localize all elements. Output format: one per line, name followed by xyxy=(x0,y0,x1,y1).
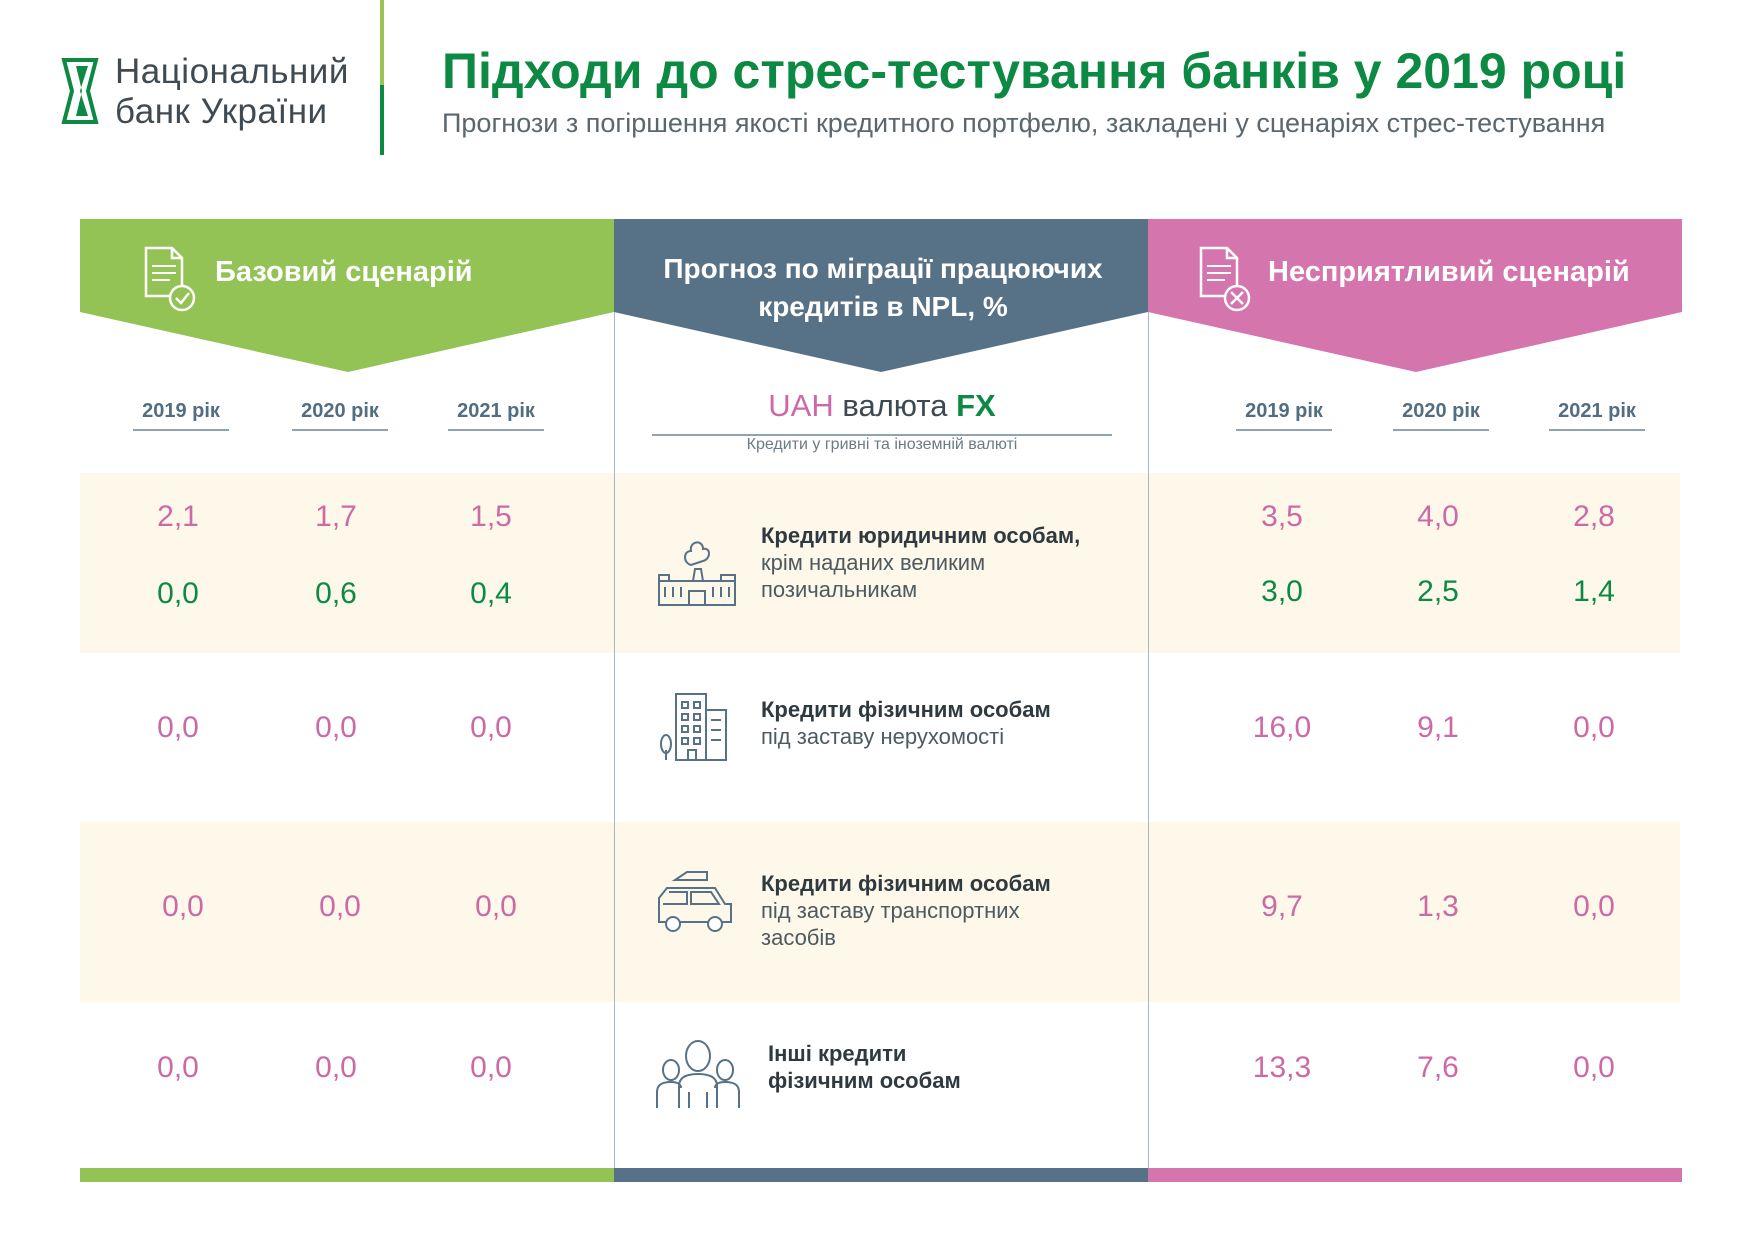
nbu-logo-icon xyxy=(61,58,99,124)
adverse-scenario-label: Несприятливий сценарій xyxy=(1268,256,1630,288)
base-bottom-bar xyxy=(80,1168,614,1182)
center-banner xyxy=(614,219,1148,372)
base-fx-2021-corporate: 0,4 xyxy=(470,577,512,610)
legend-currency-word: валюта xyxy=(842,388,948,423)
column-separator-right xyxy=(1148,312,1149,1168)
adverse-fx-2019-corporate: 3,0 xyxy=(1261,575,1303,608)
legend-fx: FX xyxy=(956,388,996,423)
document-check-icon xyxy=(144,246,196,312)
adverse-uah-2019-other: 13,3 xyxy=(1252,1051,1312,1084)
base-year-2021: 2021 рік xyxy=(448,400,544,431)
base-uah-2019-corporate: 2,1 xyxy=(157,500,199,533)
row-label-bold: Інші кредити фізичним особам xyxy=(768,1041,961,1093)
apartment-building-icon xyxy=(660,693,727,761)
factory-icon xyxy=(658,541,736,606)
base-uah-2021-mortgage: 0,0 xyxy=(470,711,512,744)
document-cross-icon xyxy=(1199,246,1251,312)
adverse-fx-2020-corporate: 2,5 xyxy=(1417,575,1459,608)
car-icon xyxy=(658,871,732,932)
row-label-bold: Кредити юридичним особам, xyxy=(761,523,1081,548)
adverse-year-2020: 2020 рік xyxy=(1393,400,1489,431)
row-label-bold: Кредити фізичним особам xyxy=(761,697,1051,722)
adverse-uah-2020-corporate: 4,0 xyxy=(1417,500,1459,533)
base-uah-2021-other: 0,0 xyxy=(470,1051,512,1084)
adverse-uah-2019-corporate: 3,5 xyxy=(1261,500,1303,533)
adverse-scenario-banner xyxy=(1148,219,1682,372)
scenario-banners xyxy=(80,219,1682,372)
base-fx-2019-corporate: 0,0 xyxy=(157,577,199,610)
adverse-uah-2021-other: 0,0 xyxy=(1573,1051,1615,1084)
legend-uah: UAH xyxy=(768,388,834,423)
adverse-uah-2021-auto: 0,0 xyxy=(1573,890,1615,923)
adverse-fx-2021-corporate: 1,4 xyxy=(1573,575,1615,608)
nbu-logo-text: Національний банк України xyxy=(115,52,349,132)
adverse-year-2019: 2019 рік xyxy=(1236,400,1332,431)
adverse-uah-2020-other: 7,6 xyxy=(1417,1051,1459,1084)
base-uah-2020-mortgage: 0,0 xyxy=(315,711,357,744)
row-label-bold: Кредити фізичним особам xyxy=(761,871,1051,896)
base-scenario-banner xyxy=(80,219,614,372)
adverse-uah-2021-mortgage: 0,0 xyxy=(1573,711,1615,744)
base-uah-2019-other: 0,0 xyxy=(157,1051,199,1084)
logo-line-1: Національний xyxy=(115,52,349,91)
adverse-year-2021: 2021 рік xyxy=(1549,400,1645,431)
row-label-rest: крім наданих великим позичальникам xyxy=(761,550,986,602)
logo-line-2: банк України xyxy=(115,92,328,131)
base-scenario-label: Базовий сценарій xyxy=(215,256,473,288)
page-title: Підходи до стрес-тестування банків у 201… xyxy=(442,43,1627,99)
row-label-mortgage: Кредити фізичним особам під заставу неру… xyxy=(761,696,1141,750)
base-uah-2021-auto: 0,0 xyxy=(475,890,517,923)
currency-legend-note: Кредити у гривні та іноземній валюті xyxy=(746,436,1018,453)
row-label-other: Інші кредити фізичним особам xyxy=(768,1040,968,1094)
base-uah-2019-auto: 0,0 xyxy=(162,890,204,923)
base-uah-2020-corporate: 1,7 xyxy=(315,500,357,533)
adverse-uah-2021-corporate: 2,8 xyxy=(1573,500,1615,533)
adverse-uah-2019-mortgage: 16,0 xyxy=(1252,711,1312,744)
base-year-2019: 2019 рік xyxy=(133,400,229,431)
row-band-3 xyxy=(80,822,1680,1002)
adverse-uah-2019-auto: 9,7 xyxy=(1261,890,1303,923)
page-subtitle: Прогнози з погіршення якості кредитного … xyxy=(442,108,1606,138)
center-bottom-bar xyxy=(614,1168,1148,1182)
base-uah-2020-other: 0,0 xyxy=(315,1051,357,1084)
row-label-rest: під заставу нерухомості xyxy=(761,724,1005,749)
row-band-1 xyxy=(80,473,1680,653)
adverse-bottom-bar xyxy=(1148,1168,1682,1182)
adverse-uah-2020-auto: 1,3 xyxy=(1417,890,1459,923)
center-banner-label: Прогноз по міграції працюючих кредитів в… xyxy=(663,253,1103,322)
base-year-2020: 2020 рік xyxy=(292,400,388,431)
base-uah-2021-corporate: 1,5 xyxy=(470,500,512,533)
row-label-corporate: Кредити юридичним особам, крім наданих в… xyxy=(761,522,1141,603)
row-label-rest: під заставу транспортних засобів xyxy=(761,898,1020,950)
adverse-uah-2020-mortgage: 9,1 xyxy=(1417,711,1459,744)
header-divider xyxy=(380,0,384,155)
row-label-auto: Кредити фізичним особам під заставу тран… xyxy=(761,870,1141,951)
column-separator-left xyxy=(614,312,615,1168)
currency-legend: UAH валюта FX xyxy=(652,388,1112,436)
base-fx-2020-corporate: 0,6 xyxy=(315,577,357,610)
people-group-icon xyxy=(656,1040,740,1108)
base-uah-2019-mortgage: 0,0 xyxy=(157,711,199,744)
base-uah-2020-auto: 0,0 xyxy=(319,890,361,923)
